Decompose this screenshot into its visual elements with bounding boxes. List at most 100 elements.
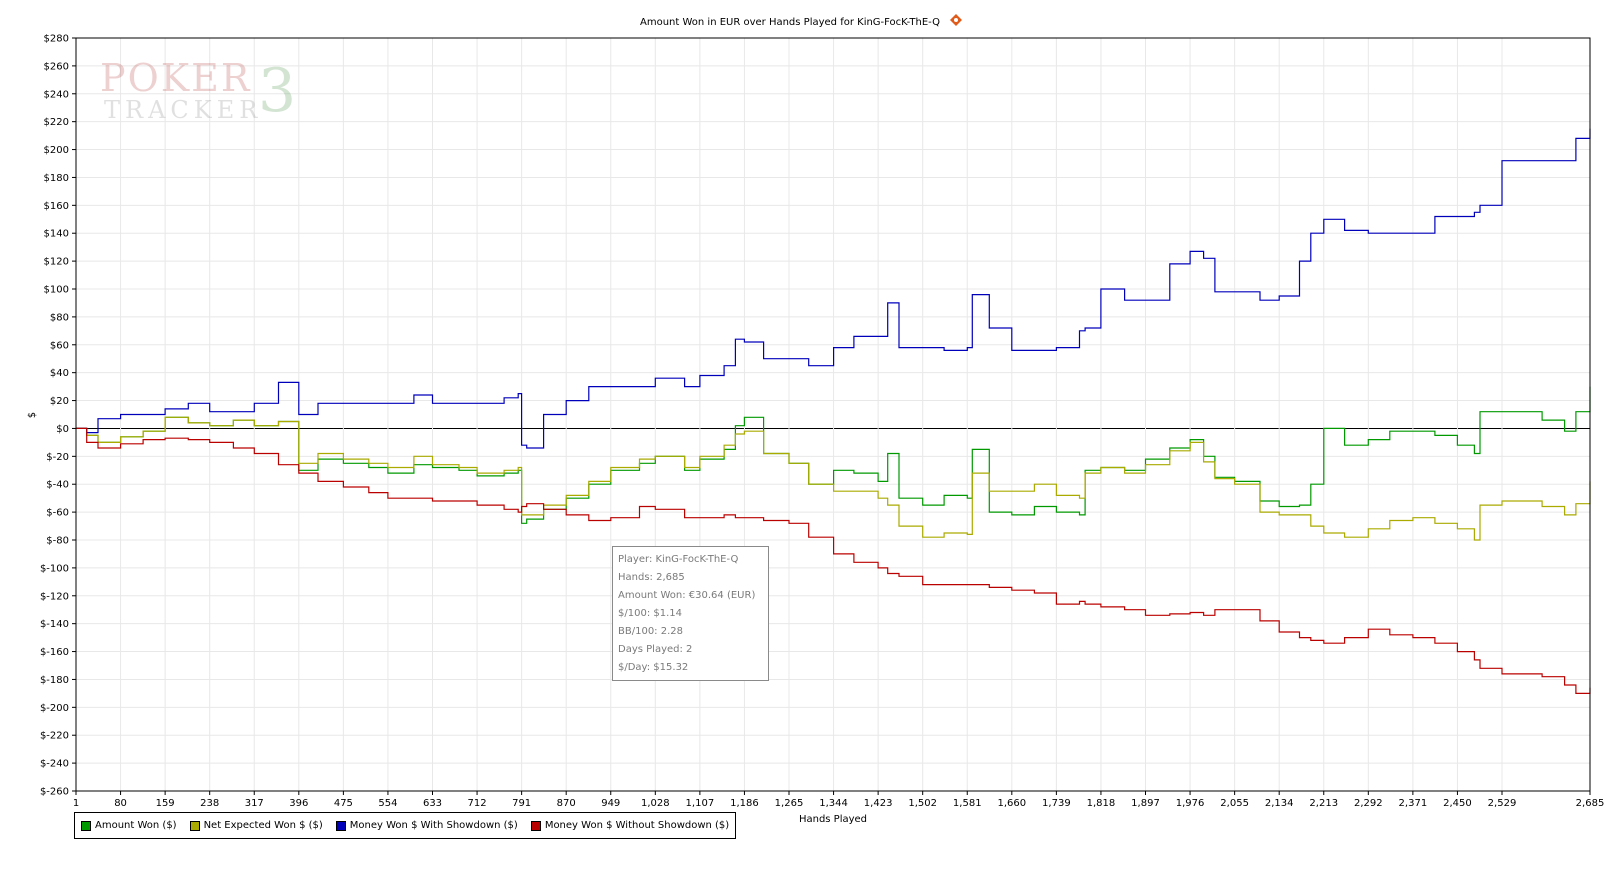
y-tick-label: $160 (44, 201, 69, 212)
y-tick-label: $-160 (40, 647, 69, 658)
x-axis: 1 80 159 238 317 396 475 554 633 712 791 870 949 1,02… (73, 791, 1605, 809)
logo-text-tracker: TRACKER (104, 96, 263, 124)
x-tick-label: 2,685 (1576, 798, 1605, 809)
y-tick-label: $120 (44, 257, 69, 268)
poker-tracker-logo: POKER TRACKER 3 (100, 56, 300, 128)
x-tick-label: 554 (378, 798, 397, 809)
x-tick-label: 238 (200, 798, 219, 809)
y-tick-label: $140 (44, 229, 69, 240)
x-tick-label: 1,502 (908, 798, 937, 809)
legend-item-net-expected[interactable]: Net Expected Won $ ($) (189, 820, 323, 831)
chart-legend: Amount Won ($) Net Expected Won $ ($) Mo… (74, 812, 737, 839)
y-tick-label: $260 (44, 61, 69, 72)
x-tick-label: 1 (73, 798, 79, 809)
x-tick-label: 317 (245, 798, 264, 809)
x-tick-label: 1,739 (1042, 798, 1071, 809)
legend-label: Net Expected Won $ ($) (203, 820, 323, 831)
y-tick-label: $240 (44, 89, 69, 100)
legend-swatch-red (530, 820, 541, 831)
x-tick-label: 2,134 (1265, 798, 1294, 809)
tooltip-player: Player: KinG-FocK-ThE-Q (618, 554, 739, 565)
plot-area-border (75, 37, 1591, 792)
legend-item-amount-won[interactable]: Amount Won ($) (81, 820, 177, 831)
y-tick-label: $-80 (46, 536, 69, 547)
logo-version: 3 (258, 56, 297, 126)
logo-text-poker: POKER (100, 56, 252, 100)
y-tick-label: $-60 (46, 508, 69, 519)
tooltip-bb-100: BB/100: 2.28 (618, 626, 683, 637)
x-tick-label: 2,055 (1220, 798, 1249, 809)
y-tick-label: $0 (56, 424, 69, 435)
legend-swatch-green (81, 820, 91, 831)
x-tick-label: 396 (289, 798, 308, 809)
y-tick-label: $-120 (40, 591, 69, 602)
tooltip-hands: Hands: 2,685 (618, 572, 685, 583)
series-line-2 (76, 128, 1591, 449)
x-tick-label: 1,028 (641, 798, 670, 809)
y-tick-label: $-180 (40, 675, 69, 686)
y-tick-label: $-220 (40, 731, 69, 742)
x-tick-label: 1,186 (730, 798, 759, 809)
x-tick-label: 1,581 (953, 798, 982, 809)
x-tick-label: 712 (468, 798, 487, 809)
y-tick-label: $-100 (40, 563, 69, 574)
x-tick-label: 870 (557, 798, 576, 809)
series-line-0 (76, 386, 1591, 524)
chart-grid (75, 37, 1591, 792)
legend-swatch-blue (335, 820, 346, 831)
x-tick-label: 1,344 (819, 798, 848, 809)
x-axis-label: Hands Played (799, 814, 867, 825)
tooltip-amount-won: Amount Won: €30.64 (EUR) (618, 590, 756, 601)
y-tick-label: $-140 (40, 619, 69, 630)
y-tick-label: $20 (50, 396, 69, 407)
x-tick-label: 1,897 (1131, 798, 1160, 809)
series-lines (76, 128, 1591, 694)
x-tick-label: 80 (114, 798, 127, 809)
y-tick-label: $40 (50, 368, 69, 379)
series-line-3 (76, 427, 1591, 694)
legend-label: Amount Won ($) (95, 820, 177, 831)
x-tick-label: 949 (601, 798, 620, 809)
x-tick-label: 2,529 (1488, 798, 1517, 809)
rss-feed-icon[interactable] (950, 14, 962, 26)
y-tick-label: $280 (44, 34, 69, 45)
x-tick-label: 1,423 (864, 798, 893, 809)
x-tick-label: 1,976 (1176, 798, 1205, 809)
y-tick-label: $-40 (46, 480, 69, 491)
x-tick-label: 2,450 (1443, 798, 1472, 809)
y-tick-label: $-20 (46, 452, 69, 463)
tooltip-per-100: $/100: $1.14 (618, 608, 682, 619)
y-tick-label: $80 (50, 312, 69, 323)
legend-swatch-yellow (189, 820, 200, 831)
y-tick-label: $100 (44, 285, 69, 296)
y-axis-label: $ (27, 412, 38, 418)
x-tick-label: 1,818 (1087, 798, 1116, 809)
tooltip-days-played: Days Played: 2 (618, 644, 693, 655)
series-line-1 (76, 416, 1591, 541)
y-tick-label: $180 (44, 173, 69, 184)
legend-label: Money Won $ With Showdown ($) (349, 820, 518, 831)
x-tick-label: 475 (334, 798, 353, 809)
y-tick-label: $60 (50, 340, 69, 351)
x-tick-label: 1,107 (686, 798, 715, 809)
y-tick-label: $-200 (40, 703, 69, 714)
y-axis: $280 $260 $240 $220 $200 $180 $160 $140 $120 $100… (40, 34, 76, 798)
legend-label: Money Won $ Without Showdown ($) (544, 820, 730, 831)
x-tick-label: 159 (156, 798, 175, 809)
summary-tooltip: Player: KinG-FocK-ThE-Q Hands: 2,685 Amo… (612, 546, 769, 681)
x-tick-label: 2,213 (1309, 798, 1338, 809)
x-tick-label: 2,371 (1399, 798, 1428, 809)
tooltip-per-day: $/Day: $15.32 (618, 662, 689, 673)
x-tick-label: 791 (512, 798, 531, 809)
y-tick-label: $220 (44, 117, 69, 128)
legend-item-without-showdown[interactable]: Money Won $ Without Showdown ($) (530, 820, 730, 831)
x-tick-label: 1,265 (775, 798, 804, 809)
chart-title: Amount Won in EUR over Hands Played for … (640, 17, 940, 28)
y-tick-label: $200 (44, 145, 69, 156)
y-tick-label: $-240 (40, 759, 69, 770)
x-tick-label: 1,660 (997, 798, 1026, 809)
x-tick-label: 2,292 (1354, 798, 1383, 809)
legend-item-with-showdown[interactable]: Money Won $ With Showdown ($) (335, 820, 518, 831)
x-tick-label: 633 (423, 798, 442, 809)
